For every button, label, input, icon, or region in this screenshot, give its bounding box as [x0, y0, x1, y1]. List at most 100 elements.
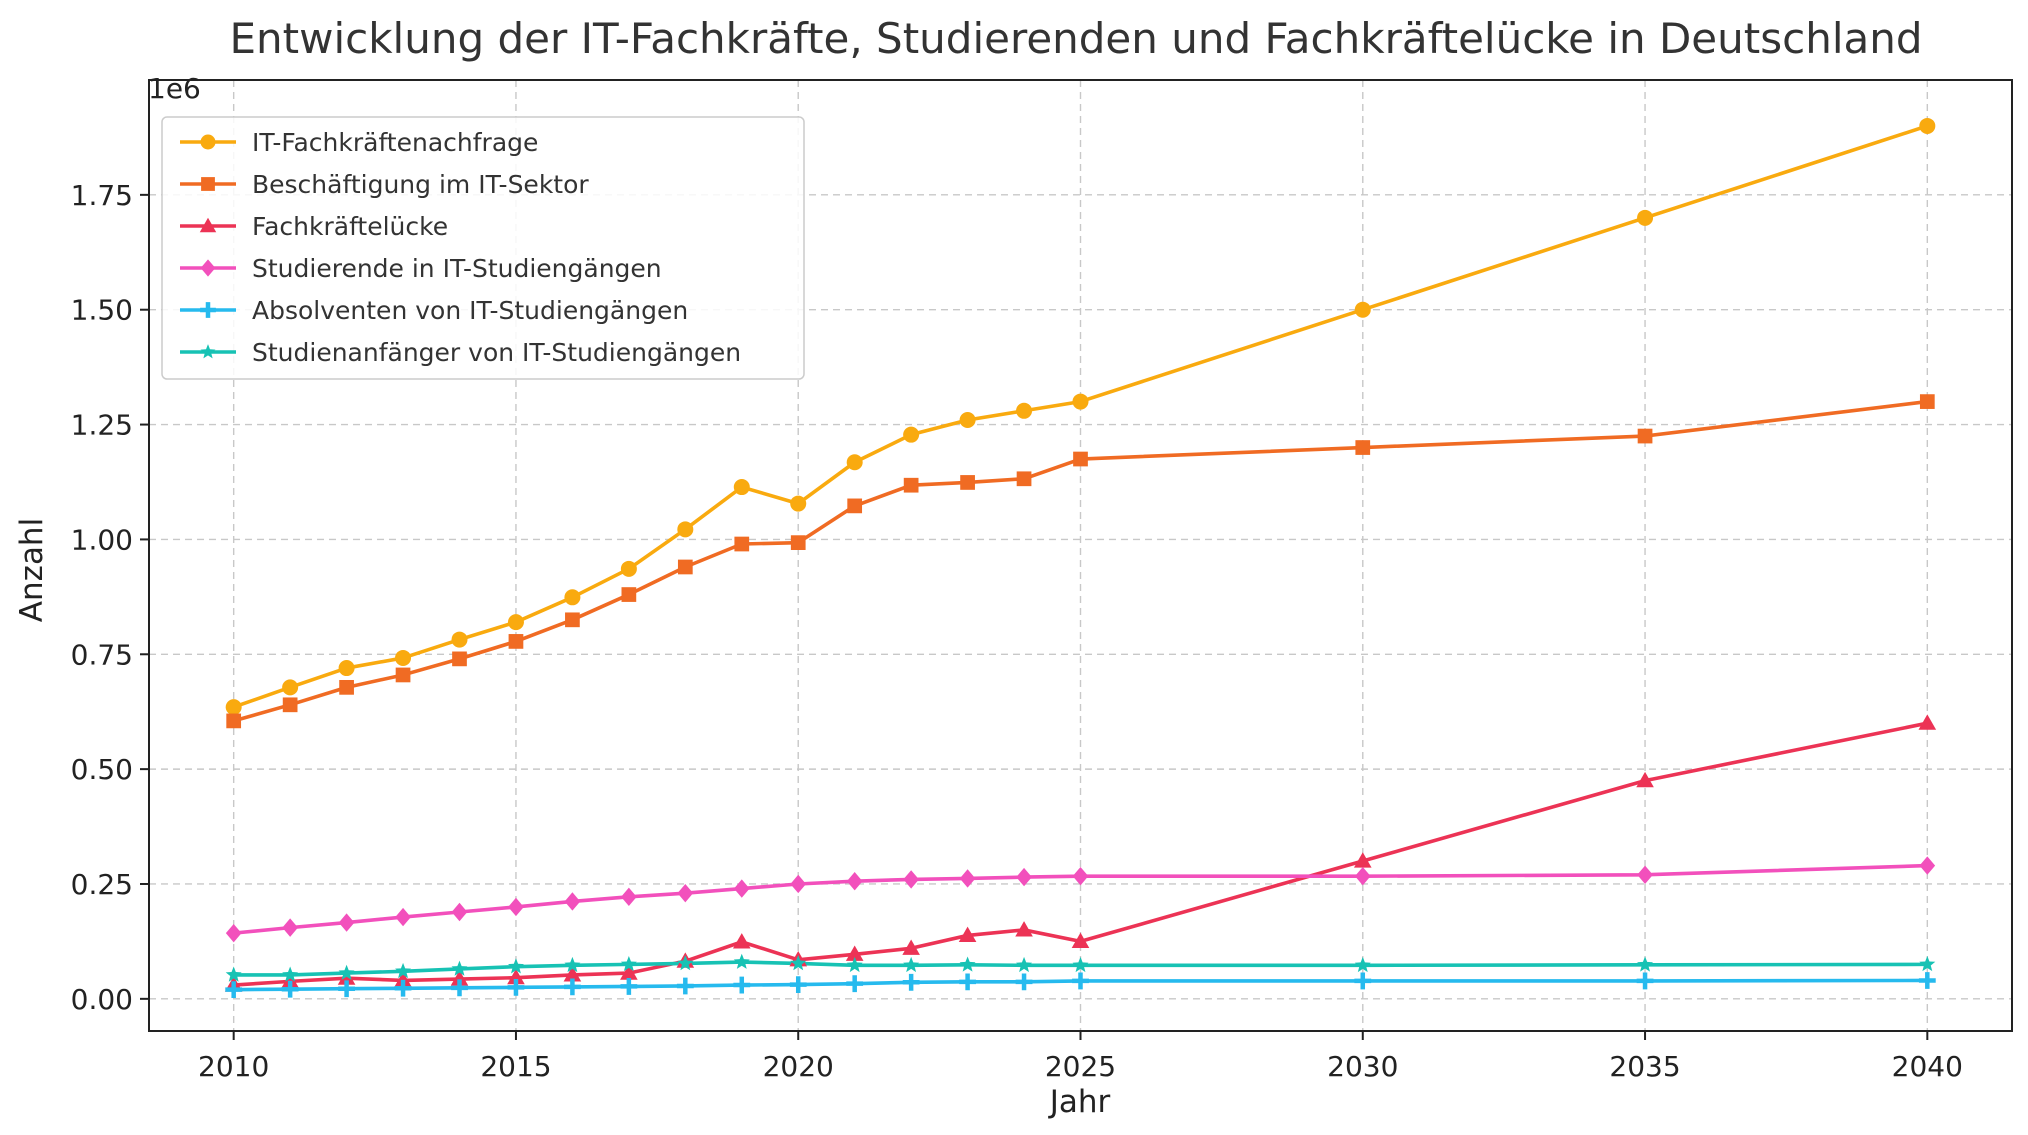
data-point	[1354, 956, 1371, 973]
data-point	[282, 918, 298, 937]
x-tick-label: 2020	[763, 1050, 834, 1083]
data-point	[959, 956, 976, 972]
legend-item: IT-Fachkräftenachfrage	[180, 128, 538, 157]
data-point	[451, 902, 468, 922]
data-point	[732, 933, 751, 949]
data-point	[1016, 867, 1032, 887]
y-axis: 0.00 0.25 0.50 0.75 1.00 1.25 1.50 1.75	[71, 179, 149, 1016]
legend-marker	[200, 302, 216, 318]
x-axis: 2010 2015 2020 2025 2030 2035 2040	[198, 1031, 1963, 1083]
data-point	[1071, 932, 1090, 949]
data-point	[451, 960, 468, 976]
legend-marker	[200, 344, 216, 359]
data-point	[1354, 972, 1372, 990]
legend-item: Studienanfänger von IT-Studiengängen	[180, 338, 741, 367]
y-tick-label: 1.25	[71, 409, 133, 442]
data-point	[1072, 866, 1089, 886]
data-point	[620, 560, 637, 577]
data-point	[1636, 771, 1654, 788]
data-point	[733, 976, 751, 994]
data-point	[903, 426, 920, 443]
data-point	[789, 976, 807, 993]
series-1-markers	[225, 117, 1936, 716]
data-point	[903, 956, 920, 973]
series-2-markers	[226, 394, 1935, 729]
data-point	[564, 978, 581, 996]
data-point	[281, 980, 299, 998]
data-point	[677, 955, 694, 971]
data-point	[507, 968, 525, 985]
data-point	[845, 945, 864, 961]
data-point	[338, 964, 355, 980]
legend-marker	[200, 134, 216, 150]
data-point	[1355, 440, 1371, 455]
data-point	[733, 479, 750, 496]
series-4-markers	[225, 856, 1936, 943]
legend-marker	[199, 217, 217, 233]
data-point	[847, 498, 863, 514]
data-point	[564, 589, 581, 606]
data-point	[1072, 972, 1089, 990]
data-point	[226, 713, 242, 729]
y-tick-label: 0.00	[71, 983, 133, 1016]
x-tick-label: 2010	[198, 1050, 269, 1083]
x-tick-label: 2015	[480, 1050, 551, 1083]
data-point	[1636, 972, 1654, 990]
data-point	[846, 975, 864, 993]
data-point	[790, 535, 806, 550]
data-point	[337, 969, 356, 985]
legend-marker	[200, 259, 216, 277]
legend-item: Absolventen von IT-Studiengängen	[180, 296, 688, 325]
data-point	[394, 971, 412, 988]
data-point	[508, 634, 524, 649]
legend-item: Fachkräftelücke	[180, 212, 448, 241]
data-point	[790, 955, 807, 971]
data-point	[846, 454, 863, 471]
data-point	[677, 883, 694, 903]
data-point	[620, 955, 637, 972]
data-point	[676, 977, 694, 995]
data-point	[281, 972, 299, 988]
data-point	[960, 475, 975, 490]
data-point	[1637, 209, 1654, 226]
x-tick-label: 2040	[1892, 1050, 1963, 1083]
data-point	[1072, 393, 1089, 410]
data-point	[395, 907, 411, 927]
y-tick-label: 0.75	[71, 638, 133, 671]
data-point	[507, 614, 524, 631]
data-point	[564, 956, 581, 973]
data-point	[621, 587, 637, 602]
data-point	[1015, 973, 1033, 991]
y-tick-label: 0.25	[71, 868, 133, 901]
data-point	[1016, 956, 1033, 973]
data-point	[621, 887, 637, 907]
legend: IT-Fachkräftenachfrage Beschäftigung im I…	[161, 116, 805, 380]
y-tick-label: 1.50	[71, 294, 133, 327]
data-point	[451, 631, 468, 648]
legend-item: Studierende in IT-Studiengängen	[180, 254, 662, 283]
data-point	[450, 970, 469, 986]
data-point	[565, 612, 580, 628]
series-5-markers	[225, 972, 1936, 999]
series-6-markers	[225, 953, 1936, 982]
data-point	[959, 411, 976, 428]
legend-frame	[161, 116, 805, 380]
data-point	[1637, 865, 1653, 884]
data-point	[959, 869, 976, 888]
x-axis-label: Jahr	[1048, 1084, 1111, 1120]
legend-label: Absolventen von IT-Studiengängen	[252, 296, 688, 325]
data-point	[1354, 866, 1371, 886]
legend-marker	[201, 177, 215, 191]
data-point	[225, 966, 242, 982]
data-point	[395, 667, 411, 683]
data-point	[1016, 402, 1033, 419]
data-point	[902, 939, 920, 955]
data-point	[734, 536, 750, 552]
data-point	[339, 679, 354, 695]
data-point	[1016, 471, 1032, 487]
x-tick-label: 2035	[1609, 1050, 1680, 1083]
data-point	[507, 978, 525, 996]
data-point	[508, 897, 524, 917]
data-point	[677, 559, 693, 575]
legend-item: Beschäftigung im IT-Sektor	[180, 170, 589, 199]
